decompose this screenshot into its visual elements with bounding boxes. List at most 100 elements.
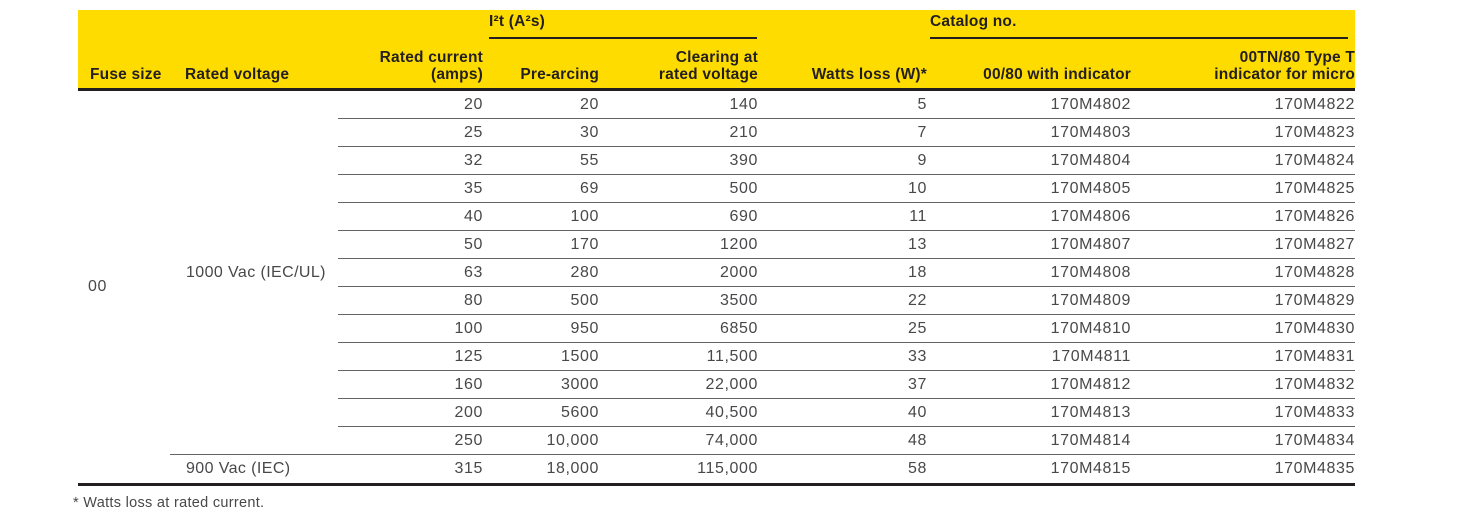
cell-watts-loss: 58 bbox=[908, 460, 927, 477]
column-header-rated-current: Rated current (amps) bbox=[379, 49, 483, 83]
cell-catalog-0080: 170M4813 bbox=[1050, 404, 1131, 421]
column-header-catalog-0080: 00/80 with indicator bbox=[983, 66, 1131, 83]
group-header-i2t: I²t (A²s) bbox=[489, 13, 757, 39]
cell-pre-arcing: 20 bbox=[580, 96, 599, 113]
row-divider bbox=[338, 425, 1355, 427]
cell-pre-arcing: 55 bbox=[580, 152, 599, 169]
cell-pre-arcing: 5600 bbox=[561, 404, 599, 421]
cell-rated-current: 250 bbox=[454, 432, 483, 449]
cell-clearing: 40,500 bbox=[705, 404, 758, 421]
cell-rated-current: 35 bbox=[464, 180, 483, 197]
table-row: 32 55 390 9 170M4804 170M4824 bbox=[78, 147, 1355, 175]
table-row: 35 69 500 10 170M4805 170M4825 bbox=[78, 175, 1355, 203]
table-row: 63 280 2000 18 170M4808 170M4828 bbox=[78, 259, 1355, 287]
cell-catalog-0080: 170M4806 bbox=[1050, 208, 1131, 225]
column-header-pre-arcing: Pre-arcing bbox=[520, 66, 599, 83]
column-header-fuse-size: Fuse size bbox=[90, 66, 162, 83]
cell-clearing: 210 bbox=[729, 124, 758, 141]
footnote: * Watts loss at rated current. bbox=[73, 495, 265, 511]
row-divider bbox=[338, 341, 1355, 343]
row-divider bbox=[170, 453, 1355, 455]
row-divider bbox=[338, 145, 1355, 147]
rated-voltage-cell: 1000 Vac (IEC/UL) bbox=[186, 264, 326, 281]
fuse-size-cell: 00 bbox=[88, 278, 107, 295]
cell-watts-loss: 33 bbox=[908, 348, 927, 365]
cell-pre-arcing: 500 bbox=[570, 292, 599, 309]
cell-catalog-0080: 170M4812 bbox=[1050, 376, 1131, 393]
cell-catalog-0080: 170M4804 bbox=[1050, 152, 1131, 169]
cell-pre-arcing: 30 bbox=[580, 124, 599, 141]
cell-watts-loss: 25 bbox=[908, 320, 927, 337]
cell-clearing: 74,000 bbox=[705, 432, 758, 449]
cell-clearing: 390 bbox=[729, 152, 758, 169]
cell-catalog-0080: 170M4805 bbox=[1050, 180, 1131, 197]
cell-catalog-00tn: 170M4832 bbox=[1274, 376, 1355, 393]
cell-pre-arcing: 170 bbox=[570, 236, 599, 253]
table-row: 25 30 210 7 170M4803 170M4823 bbox=[78, 119, 1355, 147]
cell-catalog-00tn: 170M4827 bbox=[1274, 236, 1355, 253]
cell-catalog-0080: 170M4810 bbox=[1050, 320, 1131, 337]
cell-catalog-00tn: 170M4826 bbox=[1274, 208, 1355, 225]
cell-watts-loss: 48 bbox=[908, 432, 927, 449]
cell-watts-loss: 7 bbox=[917, 124, 927, 141]
table-row: 20 20 140 5 170M4802 170M4822 bbox=[78, 91, 1355, 119]
cell-clearing: 115,000 bbox=[697, 460, 758, 477]
table-row: 80 500 3500 22 170M4809 170M4829 bbox=[78, 287, 1355, 315]
cell-rated-current: 315 bbox=[454, 460, 483, 477]
table-body: 00 20 20 140 5 170M4802 170M4822 25 30 210 7 170M4… bbox=[78, 91, 1355, 483]
row-divider bbox=[338, 285, 1355, 287]
row-divider bbox=[338, 369, 1355, 371]
cell-watts-loss: 18 bbox=[908, 264, 927, 281]
cell-catalog-00tn: 170M4829 bbox=[1274, 292, 1355, 309]
column-header-rated-voltage: Rated voltage bbox=[185, 66, 290, 83]
column-header-clearing: Clearing at rated voltage bbox=[658, 49, 758, 83]
table-row: 125 1500 11,500 33 170M4811 170M4831 bbox=[78, 343, 1355, 371]
cell-catalog-00tn: 170M4831 bbox=[1274, 348, 1355, 365]
cell-catalog-00tn: 170M4833 bbox=[1274, 404, 1355, 421]
cell-clearing: 3500 bbox=[720, 292, 758, 309]
cell-clearing: 1200 bbox=[720, 236, 758, 253]
cell-rated-current: 63 bbox=[464, 264, 483, 281]
row-divider bbox=[338, 257, 1355, 259]
table-bottom-border bbox=[78, 483, 1355, 486]
row-divider bbox=[338, 173, 1355, 175]
row-divider bbox=[338, 229, 1355, 231]
cell-rated-current: 25 bbox=[464, 124, 483, 141]
table-row: 50 170 1200 13 170M4807 170M4827 bbox=[78, 231, 1355, 259]
cell-catalog-00tn: 170M4835 bbox=[1274, 460, 1355, 477]
cell-rated-current: 125 bbox=[454, 348, 483, 365]
cell-catalog-0080: 170M4802 bbox=[1050, 96, 1131, 113]
cell-clearing: 140 bbox=[729, 96, 758, 113]
table-row: 100 950 6850 25 170M4810 170M4830 bbox=[78, 315, 1355, 343]
cell-rated-current: 100 bbox=[454, 320, 483, 337]
cell-catalog-0080: 170M4807 bbox=[1050, 236, 1131, 253]
column-header-watts-loss: Watts loss (W)* bbox=[811, 66, 927, 83]
cell-watts-loss: 40 bbox=[908, 404, 927, 421]
cell-rated-current: 160 bbox=[454, 376, 483, 393]
column-header-catalog-00tn: 00TN/80 Type T indicator for micro bbox=[1214, 49, 1355, 83]
cell-watts-loss: 10 bbox=[908, 180, 927, 197]
cell-pre-arcing: 3000 bbox=[561, 376, 599, 393]
row-divider bbox=[338, 117, 1355, 119]
cell-watts-loss: 9 bbox=[917, 152, 927, 169]
cell-catalog-00tn: 170M4834 bbox=[1274, 432, 1355, 449]
table-header-band: I²t (A²s) Catalog no. Fuse size Rated vo… bbox=[78, 10, 1355, 91]
cell-pre-arcing: 10,000 bbox=[546, 432, 599, 449]
cell-catalog-00tn: 170M4824 bbox=[1274, 152, 1355, 169]
cell-pre-arcing: 100 bbox=[570, 208, 599, 225]
group-header-catalog-no: Catalog no. bbox=[930, 13, 1348, 39]
cell-catalog-00tn: 170M4825 bbox=[1274, 180, 1355, 197]
cell-clearing: 11,500 bbox=[706, 348, 758, 365]
cell-rated-current: 20 bbox=[464, 96, 483, 113]
table-row: 250 10,000 74,000 48 170M4814 170M4834 bbox=[78, 427, 1355, 455]
cell-pre-arcing: 18,000 bbox=[546, 460, 599, 477]
cell-watts-loss: 37 bbox=[908, 376, 927, 393]
cell-watts-loss: 22 bbox=[908, 292, 927, 309]
cell-catalog-0080: 170M4814 bbox=[1050, 432, 1131, 449]
table-row: 160 3000 22,000 37 170M4812 170M4832 bbox=[78, 371, 1355, 399]
cell-pre-arcing: 280 bbox=[570, 264, 599, 281]
cell-catalog-0080: 170M4809 bbox=[1050, 292, 1131, 309]
cell-catalog-0080: 170M4815 bbox=[1050, 460, 1131, 477]
cell-catalog-00tn: 170M4823 bbox=[1274, 124, 1355, 141]
